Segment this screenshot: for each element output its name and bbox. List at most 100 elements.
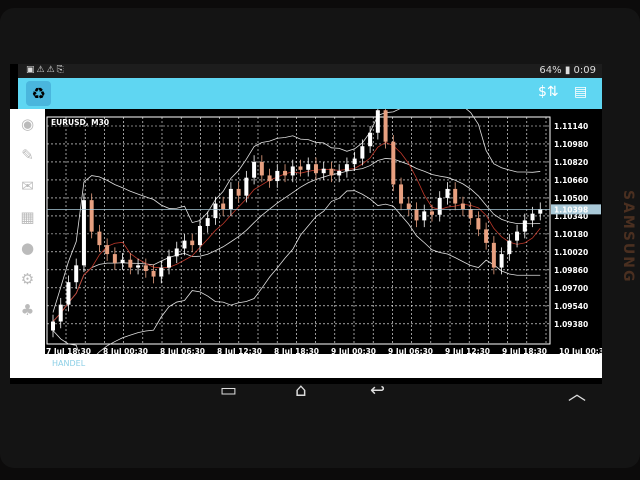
y-tick-label: 1.10020 [554,248,588,257]
candle-body [453,188,458,204]
x-tick-label: 10 Jul 00:30 [559,347,602,354]
candle-body [437,197,442,215]
notification-icons: ▣⚠⚠⎘ [26,65,66,75]
candle-body [515,231,520,241]
candle-body [136,265,141,268]
trade-icon[interactable]: $⇅ [538,84,559,100]
candle-body [143,265,148,271]
status-bar: ▣⚠⚠⎘ 64% ▮ 0:09 [18,64,602,78]
candle-body [81,200,86,266]
clock: 0:09 [573,65,596,76]
y-tick-label: 1.09860 [554,266,588,275]
candle-body [89,200,94,232]
metatrader-logo[interactable]: ♻ [26,81,51,106]
candle-body [313,164,318,174]
x-tick-label: 8 Jul 18:30 [274,347,319,354]
candle-body [344,164,349,171]
candle-body [484,229,489,243]
plot-border [46,116,551,345]
candle-body [112,254,117,264]
sidebar: ◉ ✎ ✉ ▦ ● ⚙ ♣ [10,109,45,354]
chart-title: EURUSD, M30 [51,118,109,127]
y-tick-label: 1.10660 [554,176,588,185]
candle-body [429,211,434,215]
y-tick-label: 1.10500 [554,194,588,203]
bollinger-middle [52,158,541,322]
settings-icon[interactable]: ⚙ [20,270,35,288]
y-tick-label: 1.09380 [554,320,588,329]
candle-body [391,141,396,185]
candle-body [414,209,419,221]
nav-bar: ▭ ⌂ ↩ ︿ [0,378,640,406]
candle-body [476,218,481,230]
x-tick-label: 8 Jul 12:30 [217,347,262,354]
y-tick-label: 1.10820 [554,158,588,167]
candle-body [375,110,380,133]
candle-body [445,188,450,198]
candle-body [97,231,102,246]
status-right: 64% ▮ 0:09 [539,65,596,76]
candle-body [538,209,543,214]
y-tick-label: 1.11140 [554,122,588,131]
new-order-icon[interactable]: ▤ [574,84,588,100]
candle-body [267,175,272,182]
candle-body [321,168,326,174]
back-button[interactable]: ↩ [370,380,386,401]
screen: ▣⚠⚠⎘ 64% ▮ 0:09 ♻ $⇅ ▤ ◉ ✎ ✉ ▦ ● ⚙ ♣ 1.1… [10,64,609,384]
candle-body [51,321,55,331]
candle-body [352,158,357,165]
x-tick-label: 9 Jul 12:30 [445,347,490,354]
device-brand: SAMSUNG [620,190,636,284]
candle-body [422,211,427,221]
price-chart[interactable]: 1.11140 1.10980 1.10820 1.10660 1.10500 1.103… [45,98,609,369]
tab-handel[interactable]: HANDEL [52,359,86,368]
mail-icon[interactable]: ✉ [21,177,34,195]
community-icon[interactable]: ♣ [20,301,35,319]
candle-body [66,282,71,305]
candle-body [167,256,172,268]
candle-body [128,259,133,268]
candle-body [406,203,411,210]
candle-body [252,161,257,178]
candle-body [58,304,63,322]
x-tick-label: 9 Jul 06:30 [388,347,433,354]
candle-body [468,209,473,219]
candle-body [244,177,249,196]
candlestick-chart[interactable]: 1.11140 1.10980 1.10820 1.10660 1.10500 1.103… [45,98,609,369]
candle-body [259,161,264,176]
candle-body [221,203,226,210]
recent-apps-button[interactable]: ▭ [220,380,238,401]
x-tick-label: 8 Jul 06:30 [160,347,205,354]
y-tick-label: 1.10340 [554,212,588,221]
candle-body [499,254,504,268]
y-tick-label: 1.10180 [554,230,588,239]
battery-level: 64% [539,65,562,76]
candle-body [368,132,373,147]
journal-icon[interactable]: ▦ [20,208,35,226]
x-tick-label: 9 Jul 00:30 [331,347,376,354]
candle-body [491,242,496,268]
candle-body [329,168,334,176]
candle-body [182,240,187,249]
current-price-tag [551,204,601,215]
x-tick-label: 9 Jul 18:30 [502,347,547,354]
candle-body [460,203,465,210]
candle-body [383,110,388,142]
candle-body [228,188,233,210]
candle-body [159,267,164,277]
up-button[interactable]: ︿ [568,384,586,405]
candle-body [120,259,125,264]
candle-body [74,265,79,283]
current-price-label: 1.10398 [554,205,588,214]
candle-body [298,166,303,170]
account-icon[interactable]: ◉ [20,115,35,133]
chart-icon[interactable]: ✎ [21,146,34,164]
candle-body [522,220,527,232]
chat-icon[interactable]: ● [20,239,35,257]
candle-body [399,184,404,204]
app-bar: ♻ $⇅ ▤ [18,78,602,109]
candle-body [213,203,218,219]
candle-body [275,170,280,182]
candle-body [190,240,195,246]
home-button[interactable]: ⌂ [295,380,307,401]
